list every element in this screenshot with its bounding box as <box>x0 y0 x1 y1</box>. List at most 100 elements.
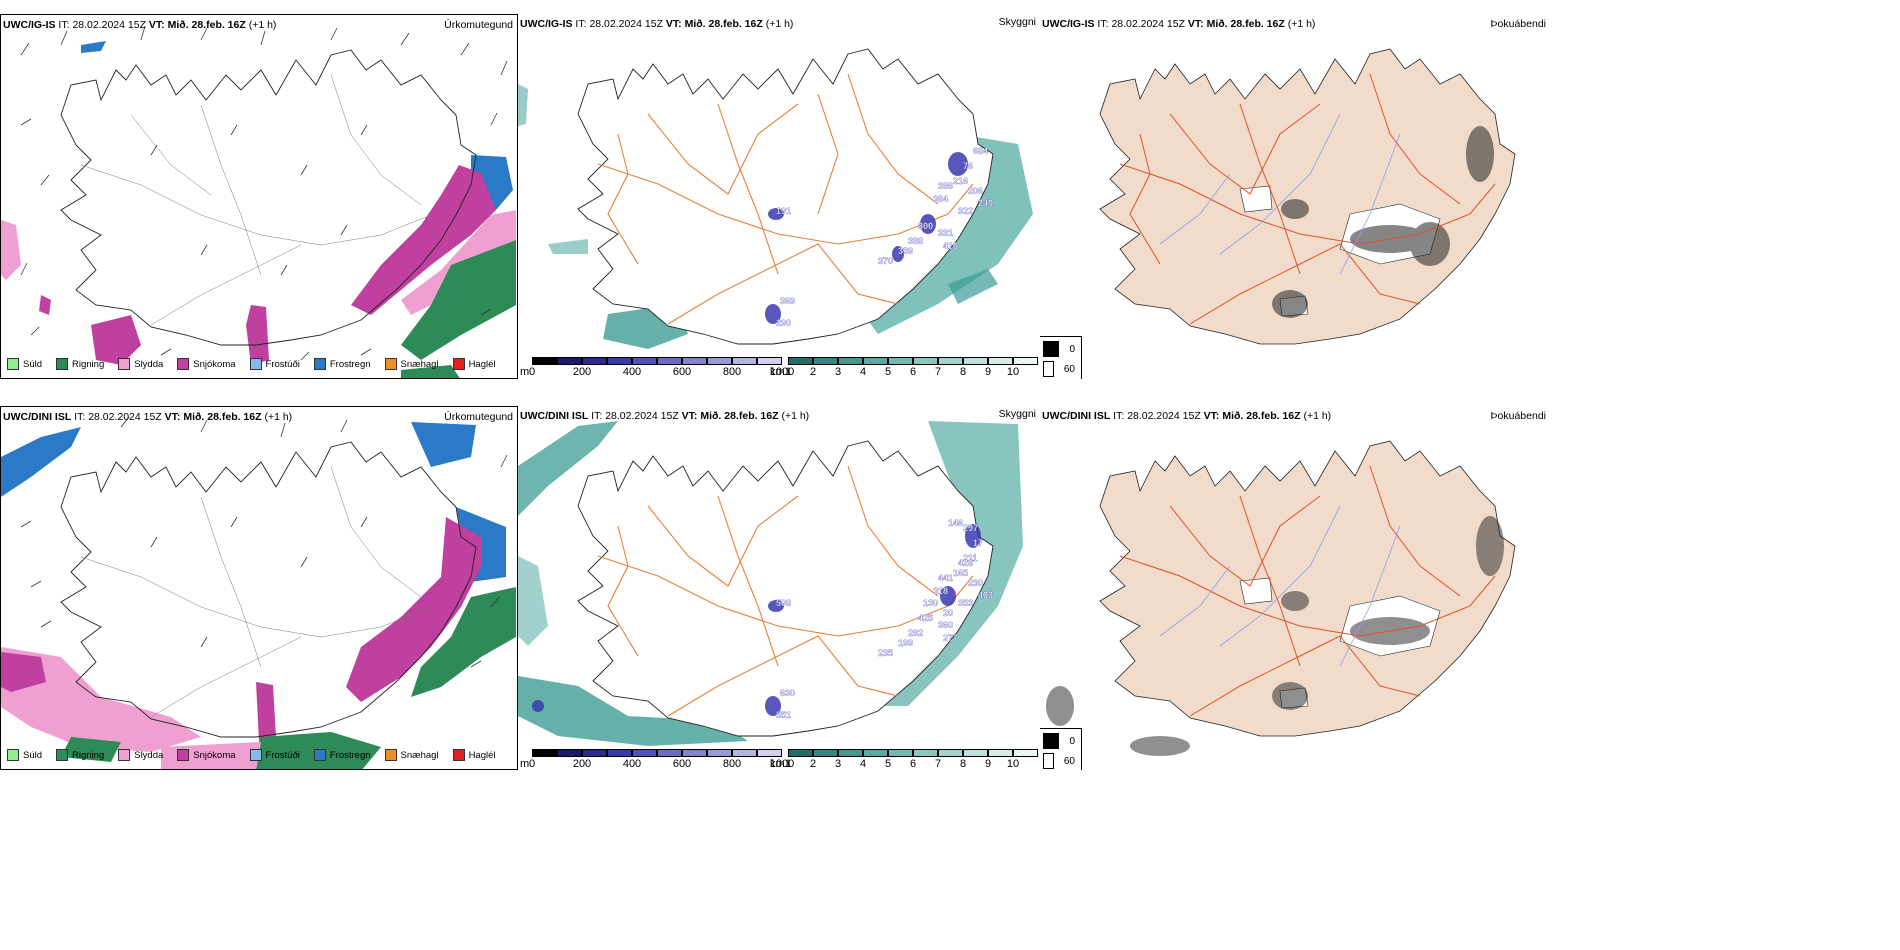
legend-item: Snæhagl <box>384 749 439 761</box>
visibility-value-label: 551 <box>776 710 791 720</box>
panel-type-label: Úrkomutegund <box>444 411 513 423</box>
m-scale-segment <box>532 357 557 365</box>
visibility-value-label: 199 <box>898 638 913 648</box>
km-scale-segment <box>813 749 838 757</box>
km-tick-label: 9 <box>984 366 992 378</box>
visibility-value-label: 211 <box>963 553 978 563</box>
m-tick-label: 1000 <box>769 366 795 378</box>
m-scale-segment <box>757 749 782 757</box>
m-tick-label: 600 <box>672 758 692 770</box>
panel-title: UWC/IG-IS IT: 28.02.2024 15Z VT: Mið. 28… <box>520 18 794 30</box>
legend-swatch <box>313 749 326 761</box>
roads <box>1119 73 1496 325</box>
km-scale-segment <box>1013 357 1038 365</box>
precip-snow-area <box>39 295 51 315</box>
m-tick-label: 0 <box>528 758 536 770</box>
m-scale-segment <box>657 357 682 365</box>
km-tick-label: 8 <box>959 366 967 378</box>
visibility-value-label: 630 <box>780 688 795 698</box>
panel-type-label: Úrkomutegund <box>444 19 513 31</box>
fog-legend: 0 60 <box>1040 728 1082 770</box>
land-fill <box>1099 440 1516 737</box>
panel-type-label: Þokuábendi <box>1490 410 1546 422</box>
km-scale-segment <box>913 357 938 365</box>
precip-map <box>1 25 516 378</box>
precip-panel-bottom: UWC/DINI ISL IT: 28.02.2024 15Z VT: Mið.… <box>0 406 518 770</box>
visibility-value-label: 370 <box>878 256 893 266</box>
km-scale-segment <box>988 749 1013 757</box>
km-tick-label: 3 <box>834 366 842 378</box>
m-tick-label: 1000 <box>769 758 795 770</box>
fog-panel-top: UWC/IG-IS IT: 28.02.2024 15Z VT: Mið. 28… <box>1040 14 1546 379</box>
precip-frostregn-area <box>1 427 81 497</box>
km-tick-label: 2 <box>809 366 817 378</box>
legend-swatch <box>249 749 262 761</box>
visibility-colorbar: m 0 200 400 600 800 1000 km 1 2 3 4 5 6 7 8 9 10 <box>520 749 1038 770</box>
km-scale-segment <box>863 357 888 365</box>
km-scale-segment <box>888 749 913 757</box>
visibility-colorbar: m 0 200 400 600 800 1000 km 1 2 3 4 5 6 7 8 9 10 <box>520 357 1038 379</box>
legend-item: Frostregn <box>313 358 371 370</box>
m-tick-label: 600 <box>672 366 692 378</box>
legend-item: Snjókoma <box>177 749 236 761</box>
visibility-value-label: 240 <box>978 198 993 208</box>
km-tick-label: 7 <box>934 758 942 770</box>
visibility-value-label: 322 <box>958 206 973 216</box>
m-tick-label: 400 <box>622 758 642 770</box>
precip-rain-area <box>61 737 121 762</box>
legend-swatch <box>7 358 19 370</box>
m-scale-segment <box>632 357 657 365</box>
km-scale-segment <box>963 357 988 365</box>
visibility-value-label: 290 <box>776 318 791 328</box>
precip-panel-top: UWC/IG-IS IT: 28.02.2024 15Z VT: Mið. 28… <box>0 14 518 379</box>
km-scale-segment <box>838 357 863 365</box>
km-scale-segment <box>913 749 938 757</box>
fog-legend-value: 0 <box>1069 343 1075 355</box>
legend-swatch <box>177 749 190 761</box>
visibility-value-label: 130 <box>923 598 938 608</box>
m-tick-label: 400 <box>622 366 642 378</box>
m-scale-segment <box>582 357 607 365</box>
visibility-value-label: 282 <box>908 628 923 638</box>
visibility-value-label: 360 <box>938 620 953 630</box>
panel-title: UWC/DINI ISL IT: 28.02.2024 15Z VT: Mið.… <box>1042 410 1332 422</box>
panel-title: UWC/IG-IS IT: 28.02.2024 15Z VT: Mið. 28… <box>3 19 277 31</box>
legend-item: Snjókoma <box>177 358 236 370</box>
m-scale-segment <box>532 749 557 757</box>
legend-swatch <box>452 749 465 761</box>
m-scale-segment <box>582 749 607 757</box>
visibility-panel-bottom: UWC/DINI ISL IT: 28.02.2024 15Z VT: Mið.… <box>518 406 1040 770</box>
legend-swatch <box>313 358 326 370</box>
precip-snow-area <box>346 517 481 702</box>
m-scale-segment <box>632 749 657 757</box>
km-scale-segment <box>963 749 988 757</box>
m-tick-label: 800 <box>722 758 742 770</box>
fog-map <box>1046 440 1516 756</box>
legend-item: Haglél <box>452 358 496 370</box>
visibility-value-label: 331 <box>938 228 953 238</box>
precip-frostregn-area <box>411 422 476 467</box>
legend-swatch <box>452 358 465 370</box>
legend-item: Slydda <box>118 749 163 761</box>
fog-legend-value: 60 <box>1063 755 1075 767</box>
visibility-value-label: 230 <box>968 578 983 588</box>
km-tick-label: 9 <box>984 758 992 770</box>
m-scale-segment <box>732 357 757 365</box>
km-scale-segment <box>788 749 813 757</box>
m-scale-segment <box>557 749 582 757</box>
m-scale-segment <box>757 357 782 365</box>
m-scale-segment <box>607 749 632 757</box>
fog-legend-value: 0 <box>1069 735 1075 747</box>
legend-swatch <box>56 749 69 761</box>
km-scale-segment <box>938 749 963 757</box>
legend-swatch <box>56 358 69 370</box>
fog-legend-swatch <box>1043 753 1054 769</box>
km-tick-label: 6 <box>909 758 917 770</box>
precip-snow-area <box>91 315 141 365</box>
precip-frostregn-area <box>471 155 513 210</box>
km-tick-label: 5 <box>884 758 892 770</box>
km-tick-label: 1 <box>784 758 792 770</box>
visibility-value-label: 165 <box>953 568 968 578</box>
